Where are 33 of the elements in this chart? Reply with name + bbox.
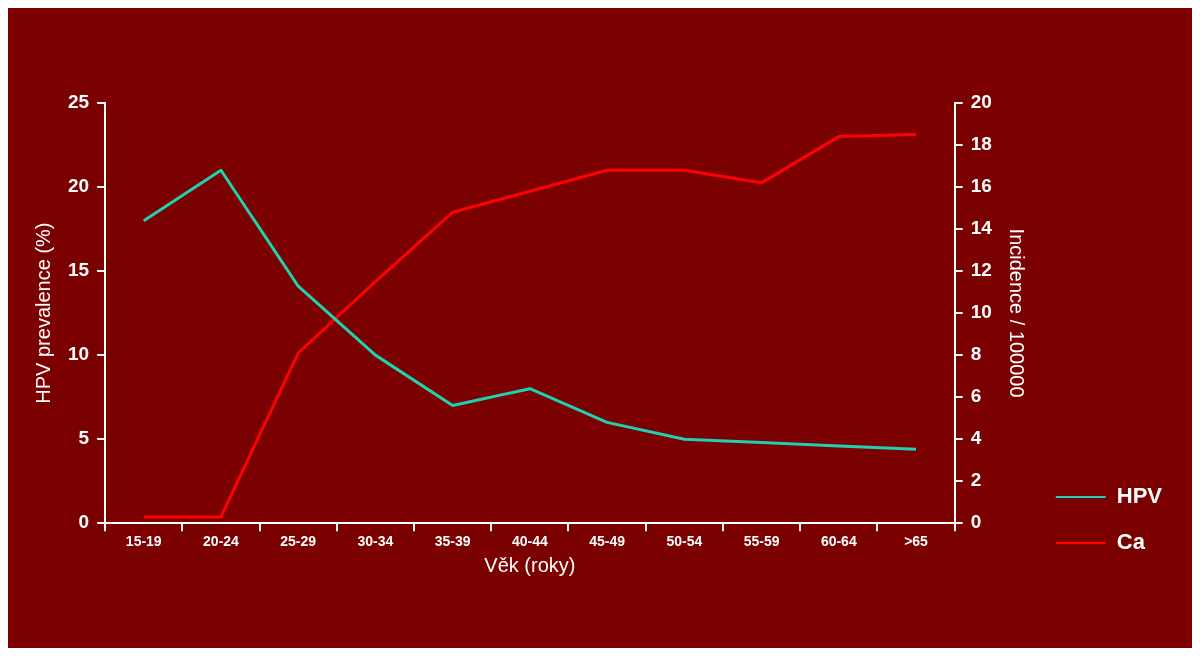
x-tick-label: 25-29 — [280, 533, 317, 550]
legend-label: HPV — [1116, 483, 1163, 509]
y2-tick-label: 14 — [970, 217, 993, 239]
y2-tick-label: 2 — [970, 469, 982, 491]
x-tick-label: 15-19 — [125, 533, 162, 550]
y-axis-title: HPV prevalence (%) — [31, 222, 54, 404]
x-tick-label: 50-54 — [666, 533, 703, 550]
y2-tick-label: 0 — [970, 511, 982, 533]
x-tick-label: 45-49 — [589, 533, 626, 550]
y2-tick-label: 12 — [970, 259, 992, 281]
y-tick-label: 5 — [78, 427, 90, 449]
y2-tick-label: 6 — [970, 385, 982, 407]
y-tick-label: 15 — [67, 259, 90, 281]
x-axis-title: Věk (roky) — [484, 553, 576, 576]
x-tick-label: 30-34 — [357, 533, 394, 550]
x-tick-label: 20-24 — [203, 533, 240, 550]
legend-label: Ca — [1116, 529, 1146, 555]
y2-axis-title: Incidence / 100000 — [1006, 228, 1029, 398]
y2-tick-label: 4 — [970, 427, 982, 449]
x-tick-label: 40-44 — [511, 533, 548, 550]
y-tick-label: 10 — [67, 343, 90, 365]
x-tick-label: 55-59 — [743, 533, 780, 550]
y-tick-label: 0 — [78, 511, 90, 533]
x-tick-label: 35-39 — [434, 533, 471, 550]
y2-tick-label: 8 — [970, 343, 982, 365]
y-tick-label: 25 — [67, 91, 90, 113]
x-tick-label: 60-64 — [820, 533, 857, 550]
y2-tick-label: 10 — [970, 301, 992, 323]
x-tick-label: >65 — [904, 533, 929, 550]
y2-tick-label: 20 — [970, 91, 992, 113]
y2-tick-label: 18 — [970, 133, 992, 155]
y-tick-label: 20 — [67, 175, 90, 197]
y2-tick-label: 16 — [970, 175, 992, 197]
